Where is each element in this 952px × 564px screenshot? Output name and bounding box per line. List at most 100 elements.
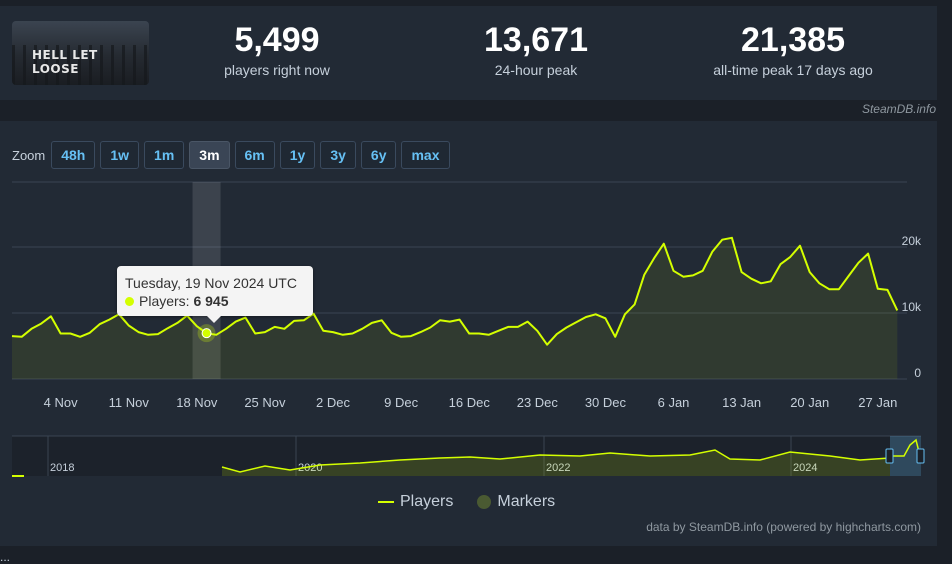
data-point[interactable] [653, 257, 655, 259]
data-point[interactable] [429, 326, 431, 328]
zoom-button-3y[interactable]: 3y [320, 141, 356, 169]
highcharts-credit[interactable]: data by SteamDB.info (powered by highcha… [646, 520, 921, 534]
data-point[interactable] [663, 243, 665, 245]
data-point[interactable] [789, 256, 791, 258]
data-point[interactable] [488, 334, 490, 336]
data-point[interactable] [575, 321, 577, 323]
players-series-line[interactable] [11, 236, 899, 346]
data-point[interactable] [682, 276, 684, 278]
data-point[interactable] [264, 331, 266, 333]
data-point[interactable] [507, 326, 509, 328]
zoom-button-3m[interactable]: 3m [189, 141, 230, 169]
data-point[interactable] [137, 331, 139, 333]
data-point[interactable] [400, 336, 402, 338]
data-point[interactable] [11, 335, 13, 337]
data-point[interactable] [643, 274, 645, 276]
data-point[interactable] [711, 250, 713, 252]
data-point[interactable] [857, 262, 859, 264]
data-point[interactable] [390, 332, 392, 334]
zoom-button-1w[interactable]: 1w [100, 141, 140, 169]
data-point[interactable] [332, 331, 334, 333]
data-point[interactable] [108, 318, 110, 320]
data-point[interactable] [167, 327, 169, 329]
data-point[interactable] [672, 270, 674, 272]
data-point[interactable] [196, 325, 198, 327]
data-point[interactable] [303, 319, 305, 321]
data-point[interactable] [254, 332, 256, 334]
zoom-button-1m[interactable]: 1m [144, 141, 185, 169]
data-point[interactable] [449, 320, 451, 322]
data-point[interactable] [381, 319, 383, 321]
data-point[interactable] [692, 274, 694, 276]
data-point[interactable] [244, 316, 246, 318]
data-point[interactable] [809, 271, 811, 273]
data-point[interactable] [410, 335, 412, 337]
data-point[interactable] [468, 332, 470, 334]
data-point[interactable] [351, 332, 353, 334]
highlighted-point[interactable] [201, 328, 212, 339]
data-point[interactable] [147, 334, 149, 336]
data-point[interactable] [342, 334, 344, 336]
data-point[interactable] [176, 322, 178, 324]
data-point[interactable] [633, 303, 635, 305]
data-point[interactable] [21, 336, 23, 338]
data-point[interactable] [624, 313, 626, 315]
data-point[interactable] [458, 318, 460, 320]
data-point[interactable] [439, 319, 441, 321]
data-point[interactable] [497, 330, 499, 332]
data-point[interactable] [30, 328, 32, 330]
data-point[interactable] [838, 288, 840, 290]
data-point[interactable] [731, 237, 733, 239]
data-point[interactable] [867, 252, 869, 254]
data-point[interactable] [361, 328, 363, 330]
data-point[interactable] [235, 320, 237, 322]
data-point[interactable] [595, 313, 597, 315]
data-point[interactable] [274, 326, 276, 328]
data-point[interactable] [750, 278, 752, 280]
game-logo[interactable]: HELL LET LOOSE [12, 21, 149, 85]
data-point[interactable] [799, 245, 801, 247]
navigator-handle-left[interactable] [885, 448, 894, 464]
data-point[interactable] [886, 289, 888, 291]
navigator-handle-right[interactable] [916, 448, 925, 464]
legend-markers[interactable]: Markers [497, 493, 556, 510]
data-point[interactable] [59, 332, 61, 334]
data-point[interactable] [760, 282, 762, 284]
data-point[interactable] [546, 344, 548, 346]
data-point[interactable] [478, 332, 480, 334]
data-point[interactable] [293, 320, 295, 322]
data-point[interactable] [283, 328, 285, 330]
data-point[interactable] [89, 332, 91, 334]
data-point[interactable] [69, 332, 71, 334]
data-point[interactable] [556, 333, 558, 335]
data-point[interactable] [828, 288, 830, 290]
zoom-button-1y[interactable]: 1y [279, 141, 316, 169]
data-point[interactable] [50, 315, 52, 317]
data-point[interactable] [604, 317, 606, 319]
data-point[interactable] [322, 330, 324, 332]
data-point[interactable] [877, 288, 879, 290]
data-point[interactable] [98, 323, 100, 325]
data-point[interactable] [419, 331, 421, 333]
zoom-button-6m[interactable]: 6m [234, 141, 275, 169]
zoom-button-6y[interactable]: 6y [360, 141, 397, 169]
data-point[interactable] [526, 320, 528, 322]
data-point[interactable] [702, 270, 704, 272]
data-point[interactable] [565, 326, 567, 328]
data-point[interactable] [818, 282, 820, 284]
data-point[interactable] [536, 330, 538, 332]
zoom-button-48h[interactable]: 48h [51, 141, 96, 169]
zoom-button-max[interactable]: max [401, 141, 450, 169]
data-point[interactable] [128, 324, 130, 326]
data-point[interactable] [79, 336, 81, 338]
data-point[interactable] [371, 322, 373, 324]
data-point[interactable] [847, 275, 849, 277]
data-point[interactable] [770, 280, 772, 282]
steamdb-credit[interactable]: SteamDB.info [861, 102, 936, 116]
data-point[interactable] [225, 328, 227, 330]
data-point[interactable] [585, 316, 587, 318]
data-point[interactable] [614, 336, 616, 338]
legend-players[interactable]: Players [400, 493, 454, 510]
data-point[interactable] [740, 271, 742, 273]
